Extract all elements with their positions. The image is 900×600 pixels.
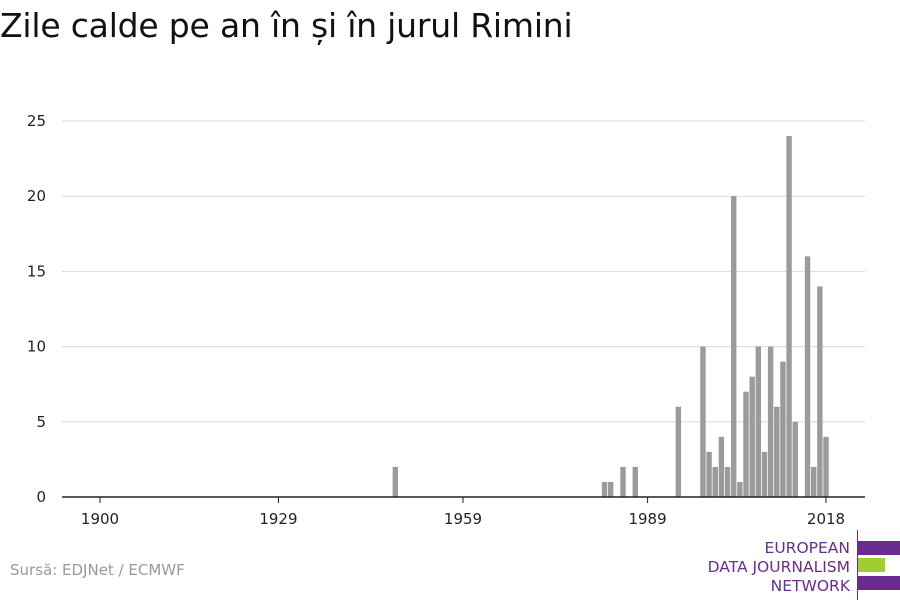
edjnet-logo: EUROPEAN DATA JOURNALISM NETWORK [700, 530, 900, 600]
y-tick-label-20: 20 [27, 187, 46, 205]
bar-1999 [706, 451, 712, 497]
bar-2002 [724, 466, 731, 497]
bars [392, 136, 829, 498]
x-tick-label-1929: 1929 [259, 510, 297, 528]
y-tick-label-5: 5 [36, 413, 46, 431]
bar-2018 [823, 436, 829, 497]
gridlines [62, 120, 865, 423]
bar-1983 [607, 481, 614, 497]
y-tick-labels: 0 5 10 15 20 25 [27, 112, 46, 506]
bar-2003 [731, 196, 737, 497]
x-tick-labels: 1900 1929 1959 1989 2018 [81, 510, 845, 528]
logo-bar-bottom [858, 576, 900, 590]
y-tick-label-25: 25 [27, 112, 46, 130]
logo-line-1: EUROPEAN [764, 539, 850, 557]
logo-divider [857, 530, 858, 600]
y-tick-label-10: 10 [27, 338, 46, 356]
bar-2010 [774, 406, 780, 497]
axes [62, 496, 865, 503]
logo-bar-top [858, 541, 900, 555]
logo-line-3: NETWORK [770, 577, 850, 595]
logo-bar-middle [858, 558, 885, 572]
x-tick-label-1900: 1900 [81, 510, 119, 528]
bar-2005 [743, 391, 749, 497]
bar-2012 [786, 136, 792, 498]
bar-2015 [804, 256, 811, 497]
bar-2011 [780, 361, 786, 497]
bar-1987 [632, 466, 638, 497]
bar-2008 [761, 451, 768, 497]
bar-2000 [712, 466, 718, 497]
bar-2004 [737, 481, 743, 497]
bar-1948 [392, 466, 399, 497]
bar-2009 [767, 346, 774, 497]
bar-1985 [620, 466, 626, 497]
y-tick-label-15: 15 [27, 262, 46, 280]
bar-1994 [675, 406, 682, 497]
x-tick-label-1959: 1959 [444, 510, 482, 528]
bar-2013 [792, 421, 798, 497]
bar-2007 [755, 346, 762, 497]
bar-1998 [700, 346, 706, 497]
chart-title: Zile calde pe an în și în jurul Rimini [0, 6, 573, 45]
y-tick-label-0: 0 [36, 488, 46, 506]
bar-1982 [601, 481, 608, 497]
x-tick-label-2018: 2018 [807, 510, 845, 528]
source-note: Sursă: EDJNet / ECMWF [10, 561, 185, 579]
bar-2017 [817, 286, 823, 497]
bar-2006 [749, 376, 755, 497]
x-tick-label-1989: 1989 [628, 510, 666, 528]
bar-2016 [810, 466, 817, 497]
logo-line-2: DATA JOURNALISM [707, 558, 850, 576]
bar-2001 [718, 436, 725, 497]
